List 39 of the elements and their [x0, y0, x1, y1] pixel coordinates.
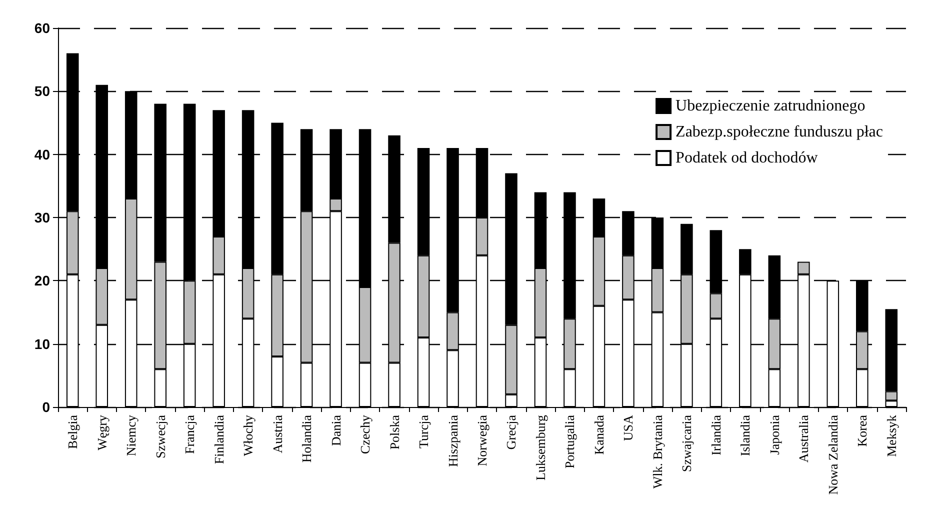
x-tick-label: Islandia	[738, 414, 753, 456]
y-tick-label: 30	[34, 210, 50, 226]
x-tick-label: Czechy	[358, 414, 373, 454]
x-tick-label: Irlandia	[708, 414, 724, 456]
x-tick-label: USA	[620, 414, 636, 442]
x-tick-label: Włochy	[240, 414, 256, 456]
legend-label: Zabezp.społeczne funduszu płac	[676, 124, 884, 140]
y-tick-label: 20	[34, 272, 50, 289]
y-tick-label: 0	[42, 399, 50, 415]
x-tick-label: Australia	[796, 414, 812, 463]
x-tick-label: Węgry	[94, 414, 110, 450]
x-tick-label: Nowa Zelandia	[825, 414, 840, 495]
x-tick-label: Finlandia	[211, 414, 226, 464]
x-tick-label: Norwegia	[474, 414, 490, 466]
y-tick-label: 60	[34, 20, 50, 36]
x-tick-label: Luksemburg	[532, 414, 548, 480]
x-tick-label: Grecja	[504, 414, 519, 450]
x-tick-label: Meksyk	[884, 414, 899, 457]
x-tick-label: Portugalia	[562, 414, 578, 468]
x-tick-label: Austria	[270, 414, 285, 454]
x-tick-label: Hiszpania	[445, 414, 460, 467]
x-tick-label: Polska	[386, 414, 402, 450]
legend-label: Ubezpieczenie zatrudnionego	[676, 98, 866, 114]
legend-label: Podatek od dochodów	[676, 150, 818, 166]
x-tick-label: Niemcy	[124, 414, 139, 456]
x-tick-label: Francja	[182, 414, 198, 454]
x-tick-label: Dania	[328, 414, 344, 446]
y-tick-label: 10	[34, 336, 50, 352]
x-tick-label: Belgia	[65, 414, 80, 449]
x-tick-label: Japonia	[766, 414, 782, 455]
x-tick-label: Korea	[854, 414, 870, 447]
x-tick-label: Wlk. Brytania	[650, 414, 665, 489]
x-tick-label: Szwajcaria	[679, 414, 694, 472]
x-tick-label: Holandia	[299, 414, 314, 463]
x-tick-label: Szwecja	[152, 414, 168, 458]
x-tick-label: Turcja	[416, 414, 432, 448]
x-tick-label: Kanada	[591, 414, 606, 455]
y-tick-label: 40	[34, 146, 50, 162]
y-tick-label: 50	[34, 83, 50, 100]
